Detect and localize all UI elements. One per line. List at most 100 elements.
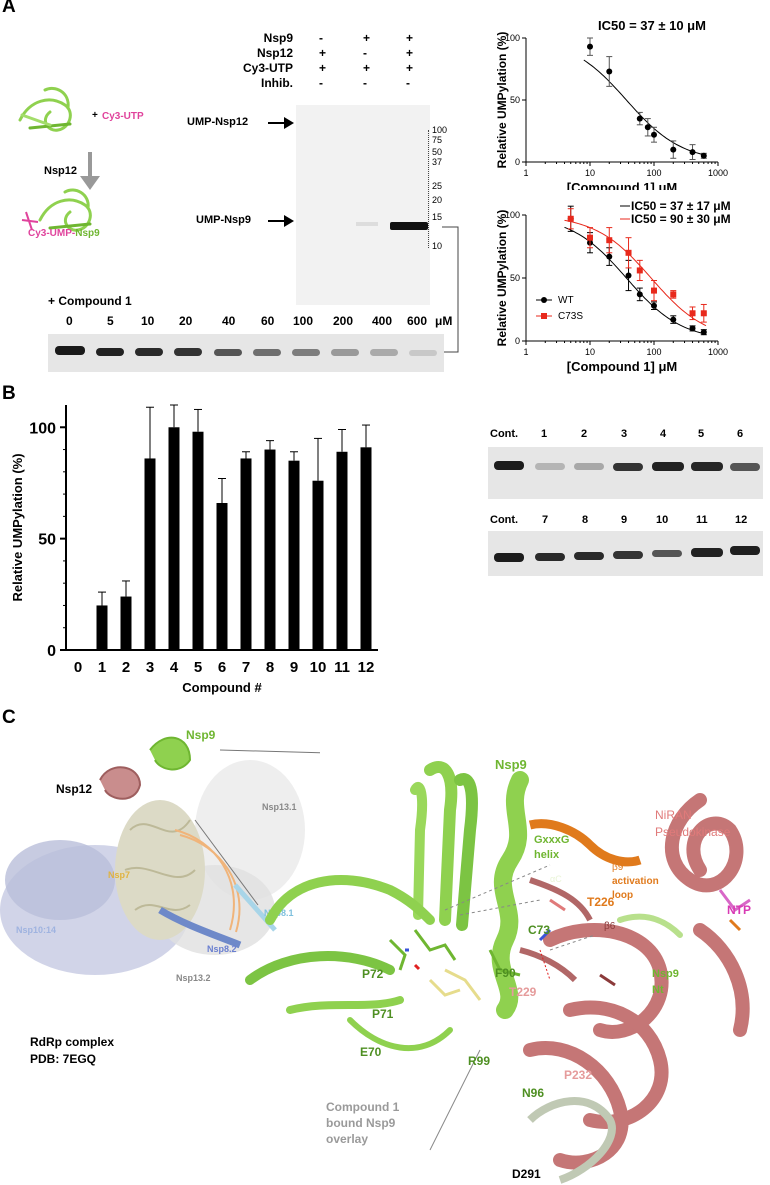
d291-region xyxy=(527,1097,616,1184)
data-point xyxy=(644,124,651,131)
data-point xyxy=(670,291,677,298)
rdrp-title-line1: RdRp complex xyxy=(30,1035,115,1049)
data-point xyxy=(567,215,574,222)
marker-20: 20 xyxy=(432,195,443,205)
data-point xyxy=(651,302,657,309)
band xyxy=(535,463,565,470)
lane-label: 12 xyxy=(735,514,748,526)
x-tick-label: 1 xyxy=(523,168,528,178)
ump-nsp9-band xyxy=(390,222,428,230)
x-tick-label: 1000 xyxy=(708,347,728,357)
condition-row: Inhib. - - - xyxy=(220,76,435,91)
overlay-label-line3: overlay xyxy=(326,1132,369,1146)
y-axis-label: Relative UMPylation (%) xyxy=(495,210,509,347)
lane-label: Cont. xyxy=(490,428,519,440)
x-tick-label: 2 xyxy=(122,659,130,676)
marker-75: 75 xyxy=(432,135,443,145)
band xyxy=(494,553,524,562)
band xyxy=(574,463,604,470)
gel-crop-bracket xyxy=(442,226,459,353)
lane-label: Cont. xyxy=(490,514,519,526)
cy3-label-mark xyxy=(21,211,39,231)
lane-label: 1 xyxy=(541,428,548,440)
ic50-chart-top: 1 10 100 1000 0 50 100 [Compound 1] μM Relative … xyxy=(495,18,728,190)
nsp13-2-label: Nsp13.2 xyxy=(176,973,211,983)
beta9-label-line3: loop xyxy=(612,890,634,901)
marker-50: 50 xyxy=(432,147,443,157)
nsp9-cartoon-bottom xyxy=(38,188,92,232)
x-tick-label: 11 xyxy=(334,659,350,676)
bar xyxy=(120,596,132,650)
x-tick-label: 7 xyxy=(242,659,250,676)
lane-mark: + xyxy=(363,31,371,45)
marker-15: 15 xyxy=(432,212,443,222)
reaction-arrow-head xyxy=(80,176,100,190)
x-tick-label: 10 xyxy=(310,659,327,676)
ic50-chart-bottom: 1 10 100 1000 0 50 100 [Compound 1] μM Relative … xyxy=(495,199,731,374)
band xyxy=(409,350,437,356)
x-tick-label: 9 xyxy=(290,659,298,676)
lane-label: 6 xyxy=(737,428,744,440)
fit-curve xyxy=(564,219,707,327)
data-point xyxy=(636,291,643,298)
conc-label: 600 xyxy=(407,314,428,328)
condition-row: Nsp12 + - + xyxy=(220,46,435,61)
p71-label: P71 xyxy=(372,1007,394,1021)
lane-label: 3 xyxy=(621,428,628,440)
residue-sticks xyxy=(388,889,751,1001)
x-axis-label: [Compound 1] μM xyxy=(567,180,678,190)
row-label: Nsp9 xyxy=(263,31,293,45)
beta9-label-line2: activation xyxy=(612,876,659,887)
y-tick-label: 50 xyxy=(510,273,520,283)
band xyxy=(96,348,124,356)
lane-label: 4 xyxy=(660,428,667,440)
y-tick-label: 50 xyxy=(510,95,520,105)
y-tick-label: 100 xyxy=(29,420,56,437)
lane-mark: - xyxy=(363,76,367,90)
band xyxy=(135,348,163,356)
x-tick-label: 6 xyxy=(218,659,226,676)
marker-10: 10 xyxy=(432,241,443,251)
x-tick-label: 5 xyxy=(194,659,202,676)
alpha-c-label: αC xyxy=(550,874,562,884)
x-tick-label: 4 xyxy=(170,659,179,676)
beta6-label: β6 xyxy=(604,921,616,932)
lane-label: 2 xyxy=(581,428,588,440)
ntp-label: NTP xyxy=(727,903,751,917)
data-point xyxy=(670,316,677,323)
rdrp-title-line2: PDB: 7EGQ xyxy=(30,1052,97,1066)
fit-curve xyxy=(583,59,705,156)
band xyxy=(535,553,565,561)
data-point xyxy=(636,267,643,274)
nsp12-enzyme-label: Nsp12 xyxy=(44,165,78,177)
bar xyxy=(144,458,156,650)
data-point xyxy=(606,68,613,75)
gxxxg-label-line1: GxxxG xyxy=(534,834,570,846)
data-point xyxy=(625,272,632,279)
bar xyxy=(168,427,180,650)
conc-label: 10 xyxy=(141,314,155,328)
cy3-ump-nsp9-label: Cy3-UMP-Nsp9 xyxy=(28,228,100,239)
conc-label: 5 xyxy=(107,314,114,328)
conc-label: 40 xyxy=(222,314,236,328)
gxxxg-label-line2: helix xyxy=(534,849,560,861)
nsp9-nt-label-line2: Nt xyxy=(652,984,664,996)
legend-label: WT xyxy=(558,295,574,306)
nsp8-2-helix xyxy=(158,906,242,949)
beta9-label-line1: β9 xyxy=(612,862,624,873)
blot2-lane-labels: Cont. 7 8 9 10 11 12 xyxy=(490,514,755,530)
nsp9-cartoon-top xyxy=(18,86,72,132)
nsp9-niran-interface-illustration xyxy=(245,761,751,1184)
overlay-label-line1: Compound 1 xyxy=(326,1100,400,1114)
x-tick-label: 0 xyxy=(74,659,82,676)
nsp9-small-cartoon xyxy=(149,736,192,771)
band xyxy=(331,349,359,356)
legend-label: C73S xyxy=(558,311,583,322)
band xyxy=(691,548,723,557)
p72-label: P72 xyxy=(362,967,384,981)
marker-37: 37 xyxy=(432,157,443,167)
nsp12-niran-domain xyxy=(99,766,142,800)
band xyxy=(253,349,281,356)
conc-label: 100 xyxy=(293,314,314,328)
cy3-ump-part: Cy3-UMP- xyxy=(28,228,76,239)
